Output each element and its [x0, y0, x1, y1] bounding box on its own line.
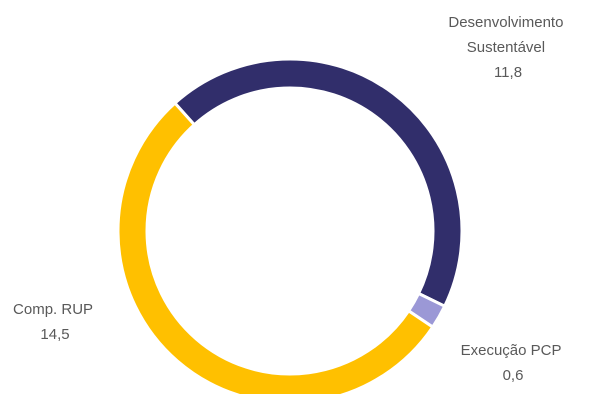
label-desenvolvimento-sustentavel-line-1: Desenvolvimento: [448, 14, 563, 31]
label-comp-rup-value: 14,5: [40, 326, 69, 343]
label-desenvolvimento-sustentavel-value: 11,8: [494, 64, 522, 81]
label-desenvolvimento-sustentavel: Desenvolvimento Sustentável 11,8: [448, 14, 567, 81]
slice-comp-rup: [116, 101, 435, 394]
label-execucao-pcp-value: 0,6: [503, 367, 524, 384]
label-execucao-pcp-line-1: Execução PCP: [461, 342, 562, 359]
label-comp-rup: Comp. RUP 14,5: [13, 301, 97, 343]
label-comp-rup-line-1: Comp. RUP: [13, 301, 93, 318]
donut-slices: [116, 57, 464, 394]
slice-desenvolvimento-sustentavel: [173, 57, 464, 308]
label-desenvolvimento-sustentavel-line-2: Sustentável: [467, 39, 545, 56]
label-execucao-pcp: Execução PCP 0,6: [461, 342, 566, 384]
